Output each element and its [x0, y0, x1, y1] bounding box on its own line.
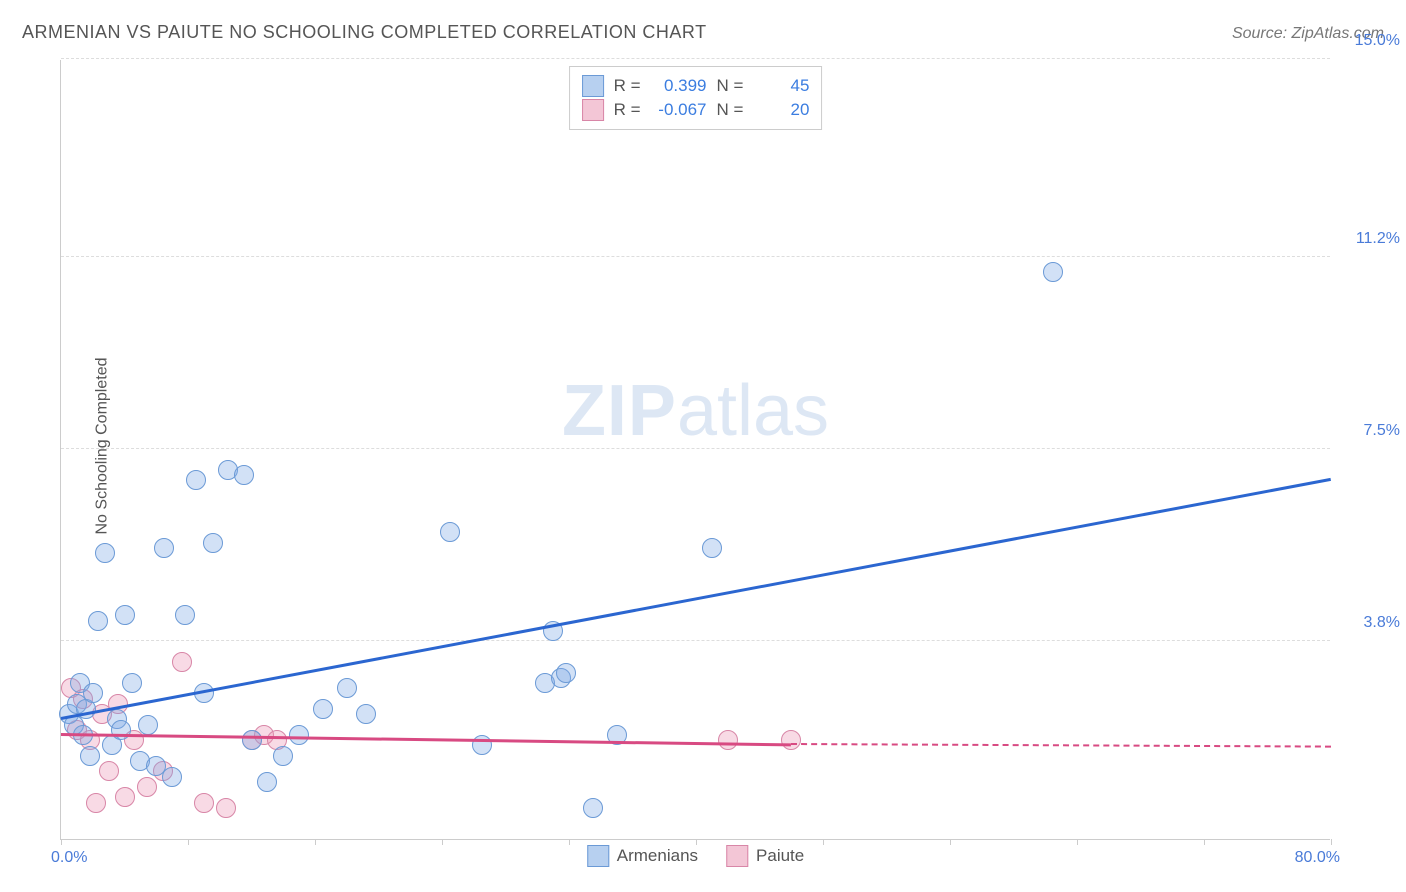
armenians-point [257, 772, 277, 792]
armenians-point [440, 522, 460, 542]
gridline [61, 58, 1330, 59]
y-tick-label: 7.5% [1340, 422, 1400, 440]
armenians-point [583, 798, 603, 818]
x-tick [823, 839, 824, 845]
y-tick-label: 3.8% [1340, 614, 1400, 632]
armenians-point [1043, 262, 1063, 282]
paiute-point [216, 798, 236, 818]
armenians-point [95, 543, 115, 563]
paiute-swatch [582, 99, 604, 121]
armenians-point [80, 746, 100, 766]
armenians-point [88, 611, 108, 631]
armenians-point [242, 730, 262, 750]
r-label-2: R = [614, 100, 641, 120]
paiute-legend-swatch [726, 845, 748, 867]
n-label-2: N = [717, 100, 744, 120]
paiute-legend-label: Paiute [756, 846, 804, 866]
stats-legend: R = 0.399 N = 45 R = -0.067 N = 20 [569, 66, 823, 130]
armenians-swatch [582, 75, 604, 97]
armenians-point [234, 465, 254, 485]
chart-title: ARMENIAN VS PAIUTE NO SCHOOLING COMPLETE… [22, 22, 707, 43]
armenians-point [162, 767, 182, 787]
x-tick [1204, 839, 1205, 845]
paiute-point [99, 761, 119, 781]
armenians-legend-label: Armenians [617, 846, 698, 866]
x-tick [1331, 839, 1332, 845]
gridline [61, 448, 1330, 449]
paiute-point [781, 730, 801, 750]
paiute-r: -0.067 [651, 100, 707, 120]
x-axis-min: 0.0% [51, 849, 87, 867]
x-axis-max: 80.0% [1295, 849, 1340, 867]
trend-line [61, 478, 1331, 720]
armenians-point [175, 605, 195, 625]
x-tick [950, 839, 951, 845]
gridline [61, 640, 1330, 641]
y-tick-label: 15.0% [1340, 32, 1400, 50]
armenians-point [111, 720, 131, 740]
y-axis-label: No Schooling Completed [94, 358, 112, 535]
paiute-point [172, 652, 192, 672]
armenians-legend-swatch [587, 845, 609, 867]
x-tick [315, 839, 316, 845]
gridline [61, 256, 1330, 257]
paiute-point [718, 730, 738, 750]
paiute-n: 20 [753, 100, 809, 120]
trend-line [791, 743, 1331, 748]
armenians-point [138, 715, 158, 735]
x-tick [696, 839, 697, 845]
series-legend: Armenians Paiute [587, 845, 804, 867]
armenians-point [556, 663, 576, 683]
armenians-point [154, 538, 174, 558]
armenians-point [186, 470, 206, 490]
armenians-point [122, 673, 142, 693]
armenians-point [313, 699, 333, 719]
trend-line [61, 733, 791, 746]
x-tick [442, 839, 443, 845]
scatter-chart: ZIPatlas R = 0.399 N = 45 R = -0.067 N =… [60, 60, 1330, 840]
paiute-point [137, 777, 157, 797]
armenians-point [702, 538, 722, 558]
armenians-point [356, 704, 376, 724]
armenians-point [337, 678, 357, 698]
armenians-point [203, 533, 223, 553]
armenians-point [83, 683, 103, 703]
x-tick [569, 839, 570, 845]
armenians-r: 0.399 [651, 76, 707, 96]
armenians-n: 45 [753, 76, 809, 96]
paiute-point [115, 787, 135, 807]
armenians-point [289, 725, 309, 745]
x-tick [1077, 839, 1078, 845]
x-tick [61, 839, 62, 845]
watermark: ZIPatlas [562, 370, 829, 452]
paiute-point [86, 793, 106, 813]
armenians-point [115, 605, 135, 625]
r-label: R = [614, 76, 641, 96]
y-tick-label: 11.2% [1340, 230, 1400, 248]
armenians-point [273, 746, 293, 766]
paiute-point [194, 793, 214, 813]
n-label: N = [717, 76, 744, 96]
x-tick [188, 839, 189, 845]
